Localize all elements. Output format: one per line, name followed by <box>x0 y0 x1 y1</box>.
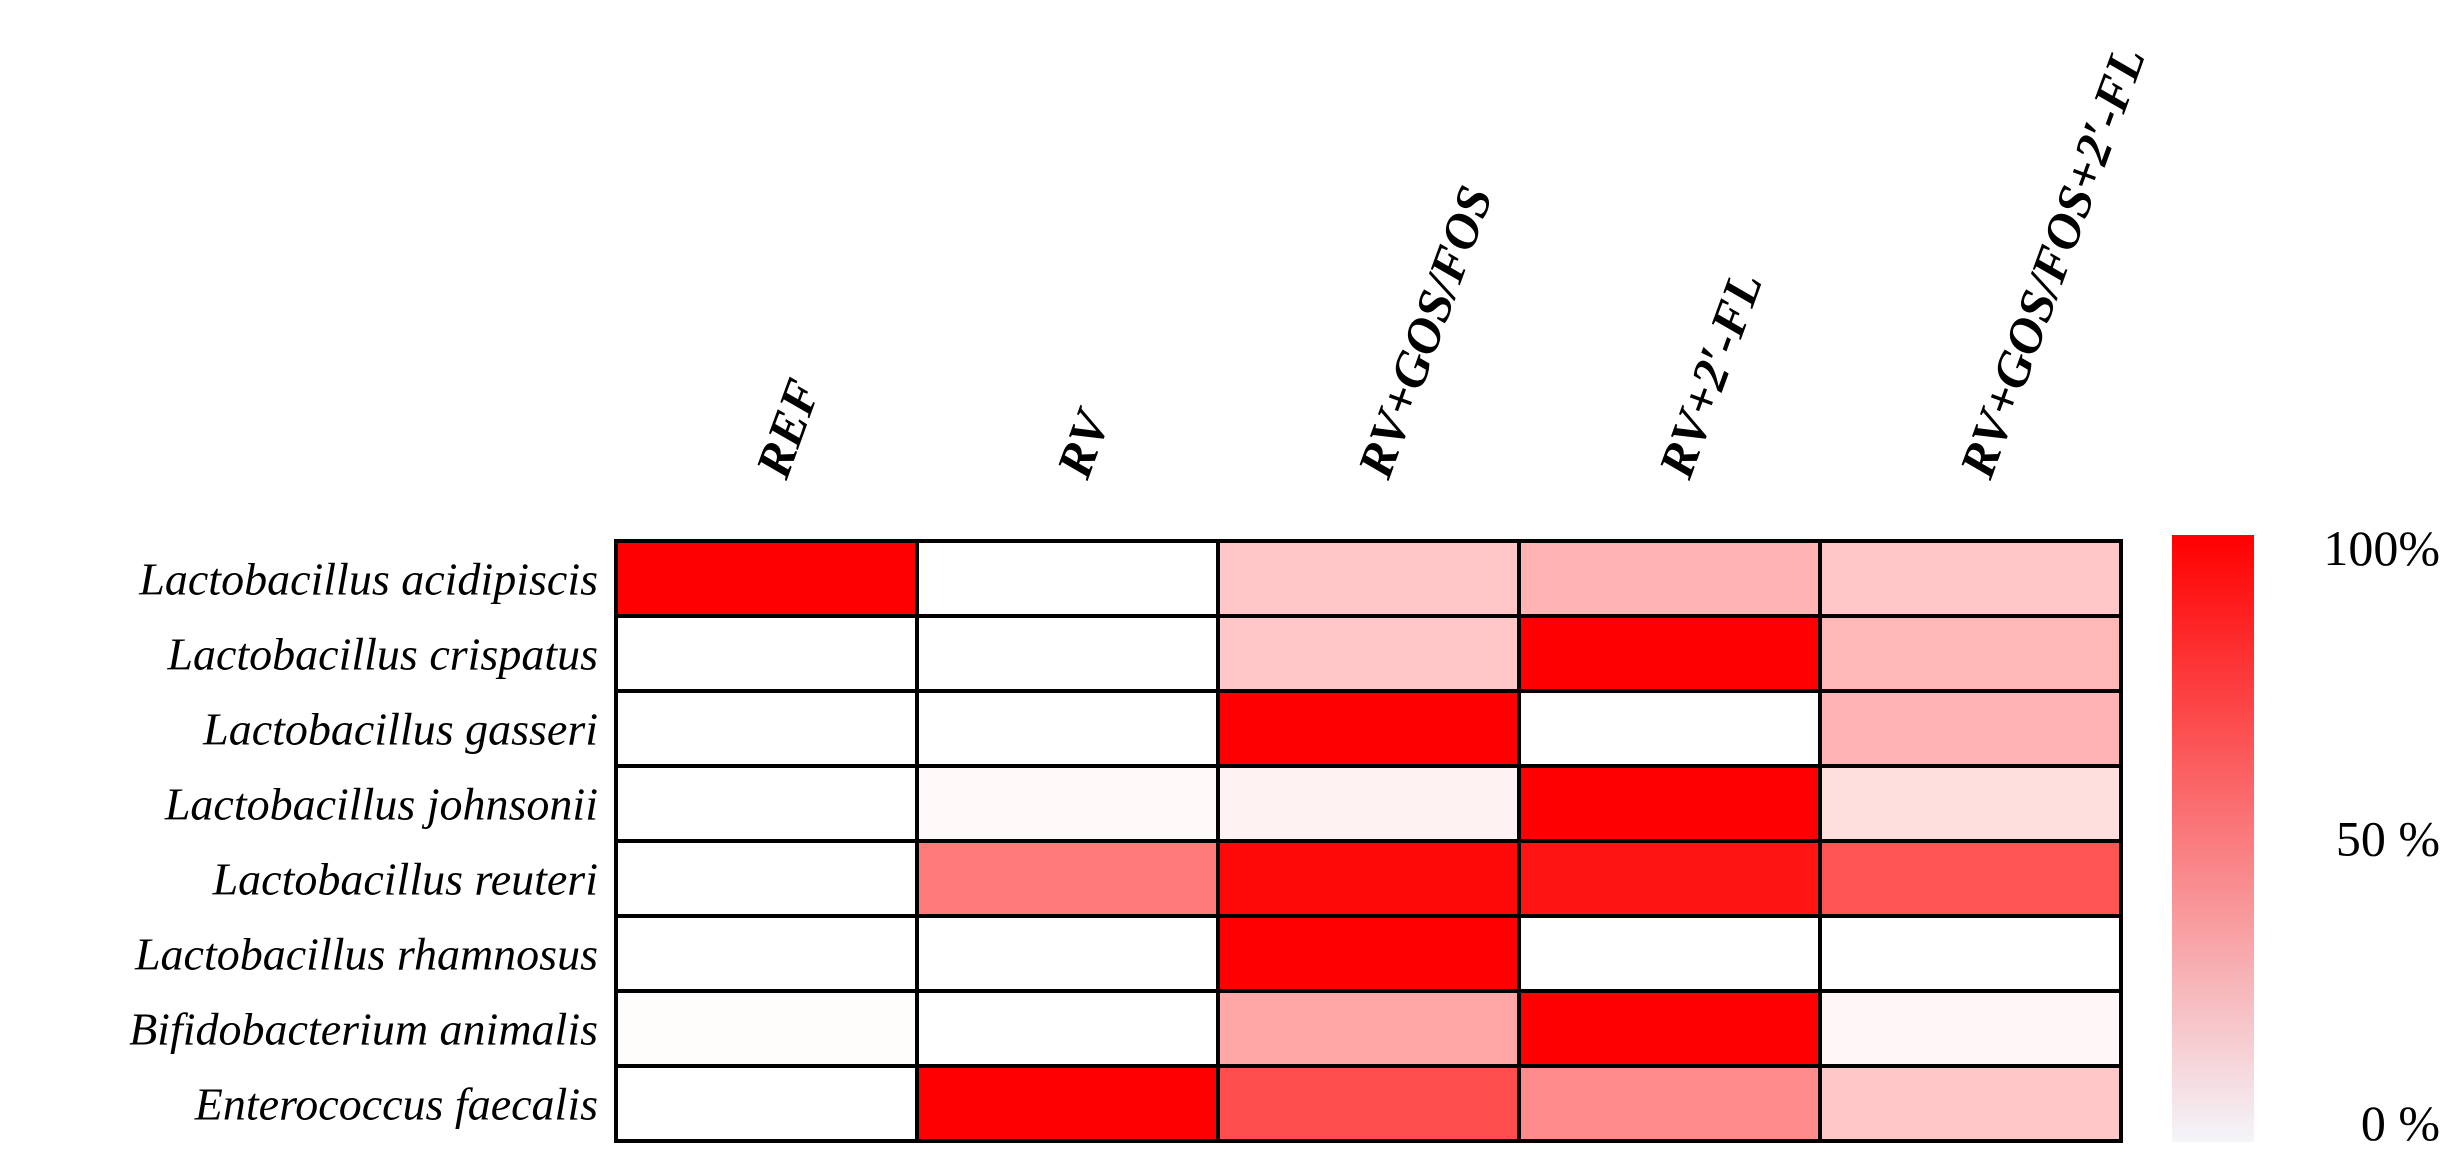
row-label: Enterococcus faecalis <box>194 1079 598 1130</box>
heatmap-cell <box>1818 1064 2123 1143</box>
heatmap-cell <box>1818 689 2123 768</box>
heatmap-cell <box>1517 839 1822 918</box>
heatmap-cell <box>614 989 919 1068</box>
heatmap-cell <box>614 539 919 618</box>
heatmap-cell <box>1216 1064 1521 1143</box>
color-legend-bar <box>2172 535 2254 1142</box>
heatmap-cell <box>614 764 919 843</box>
column-labels: REF RV RV+GOS/FOS RV+2′-FL RV+GOS/FOS+2′-FL <box>744 39 2156 485</box>
heatmap-cell <box>1517 989 1822 1068</box>
row-label: Lactobacillus reuteri <box>212 854 598 905</box>
heatmap-cell <box>1216 914 1521 993</box>
row-label: Lactobacillus gasseri <box>202 704 598 755</box>
heatmap-cell <box>915 989 1220 1068</box>
heatmap-cell <box>1216 989 1521 1068</box>
row-label: Lactobacillus johnsonii <box>164 779 598 830</box>
heatmap-cell <box>1818 539 2123 618</box>
column-label: RV+2′-FL <box>1647 265 1773 486</box>
heatmap-cell <box>1517 764 1822 843</box>
legend-tick-label: 0 % <box>2361 1095 2440 1151</box>
row-label: Bifidobacterium animalis <box>129 1004 598 1055</box>
heatmap-cell <box>1818 989 2123 1068</box>
heatmap-cell <box>1216 614 1521 693</box>
heatmap-cell <box>614 914 919 993</box>
heatmap-cell <box>1216 839 1521 918</box>
heatmap-cell <box>1517 614 1822 693</box>
heatmap-cell <box>1818 764 2123 843</box>
legend-tick-label: 100% <box>2323 520 2440 576</box>
heatmap-cell <box>1216 689 1521 768</box>
heatmap-cell <box>614 689 919 768</box>
heatmap-cell <box>1216 764 1521 843</box>
column-label: REF <box>744 372 831 486</box>
heatmap-cell <box>1818 914 2123 993</box>
heatmap-cell <box>915 764 1220 843</box>
column-label: RV <box>1045 400 1122 485</box>
heatmap-border <box>614 539 2123 1143</box>
heatmap-cells <box>614 539 2123 1143</box>
heatmap-cell <box>1818 839 2123 918</box>
heatmap-cell <box>1517 689 1822 768</box>
heatmap-cell <box>915 689 1220 768</box>
column-label: RV+GOS/FOS+2′-FL <box>1948 39 2156 485</box>
column-label: RV+GOS/FOS <box>1346 179 1503 486</box>
heatmap-cell <box>1517 539 1822 618</box>
heatmap-cell <box>915 539 1220 618</box>
heatmap-cell <box>915 1064 1220 1143</box>
heatmap-cell <box>915 839 1220 918</box>
heatmap-cell <box>915 614 1220 693</box>
heatmap-cell <box>1818 614 2123 693</box>
row-label: Lactobacillus crispatus <box>166 629 598 680</box>
row-label: Lactobacillus rhamnosus <box>134 929 598 980</box>
heatmap-cell <box>614 839 919 918</box>
legend-tick-label: 50 % <box>2336 811 2440 867</box>
row-labels: Lactobacillus acidipiscis Lactobacillus c… <box>129 554 598 1130</box>
color-legend: 100% 50 % 0 % <box>2172 520 2440 1151</box>
heatmap-cell <box>614 614 919 693</box>
heatmap-cell <box>1517 1064 1822 1143</box>
heatmap-cell <box>614 1064 919 1143</box>
row-label: Lactobacillus acidipiscis <box>138 554 598 605</box>
heatmap-cell <box>915 914 1220 993</box>
heatmap-cell <box>1216 539 1521 618</box>
heatmap-cell <box>1517 914 1822 993</box>
